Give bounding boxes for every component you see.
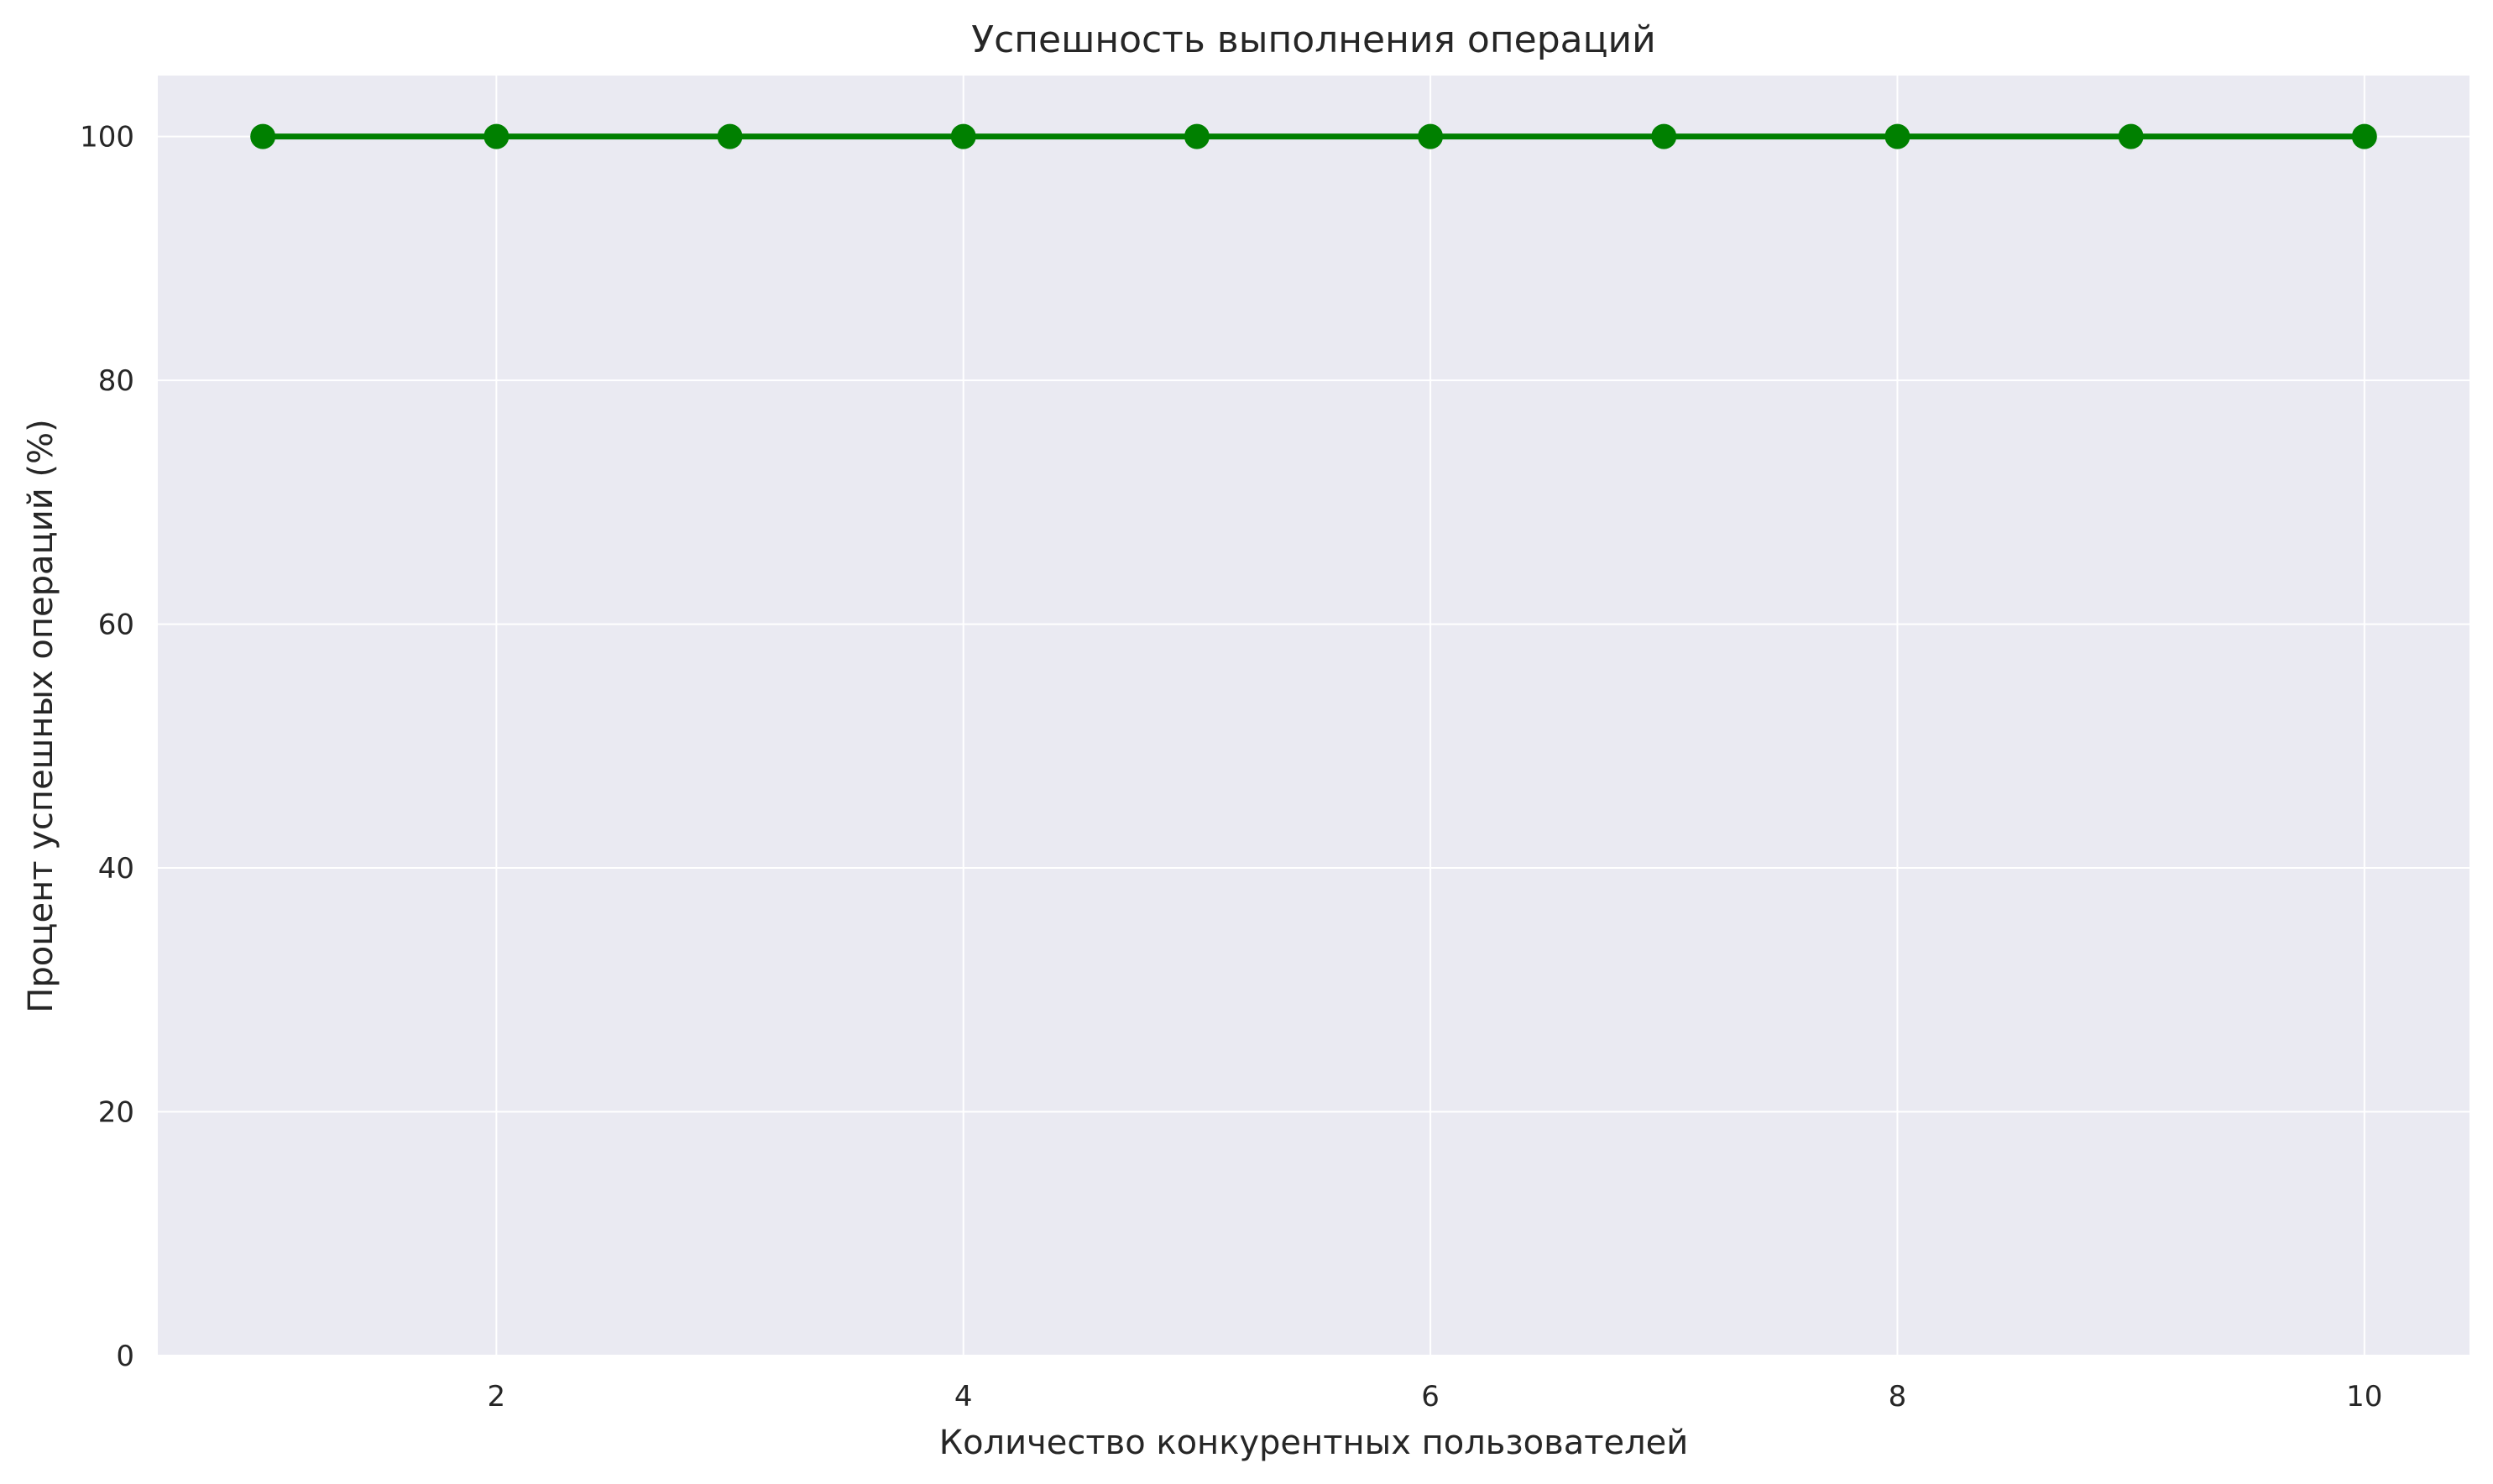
data-point	[1418, 123, 1444, 149]
data-point	[250, 123, 276, 149]
data-point	[2351, 123, 2377, 149]
x-tick-label: 10	[2346, 1380, 2382, 1413]
x-tick-label: 4	[954, 1380, 973, 1413]
y-tick-label: 100	[80, 121, 134, 154]
x-tick-label: 6	[1421, 1380, 1440, 1413]
plot-area	[158, 76, 2469, 1356]
y-tick-label: 80	[98, 364, 134, 398]
data-point	[950, 123, 976, 149]
x-tick-label: 8	[1889, 1380, 1907, 1413]
chart-title: Успешность выполнения операций	[971, 18, 1655, 61]
y-tick-label: 20	[98, 1096, 134, 1130]
y-axis-label: Процент успешных операций (%)	[22, 419, 60, 1012]
y-tick-label: 40	[98, 852, 134, 886]
y-tick-labels: 0 20 40 60 80 100	[80, 121, 134, 1373]
x-tick-label: 2	[488, 1380, 506, 1413]
x-axis-label: Количество конкурентных пользователей	[939, 1424, 1689, 1462]
data-point	[1184, 123, 1210, 149]
data-point	[717, 123, 743, 149]
data-point	[1651, 123, 1677, 149]
data-point	[1884, 123, 1910, 149]
x-tick-labels: 2 4 6 8 10	[488, 1380, 2383, 1413]
data-point	[2118, 123, 2144, 149]
y-tick-label: 60	[98, 609, 134, 642]
y-tick-label: 0	[116, 1340, 134, 1373]
series-layer	[250, 123, 2377, 149]
data-point	[483, 123, 510, 149]
